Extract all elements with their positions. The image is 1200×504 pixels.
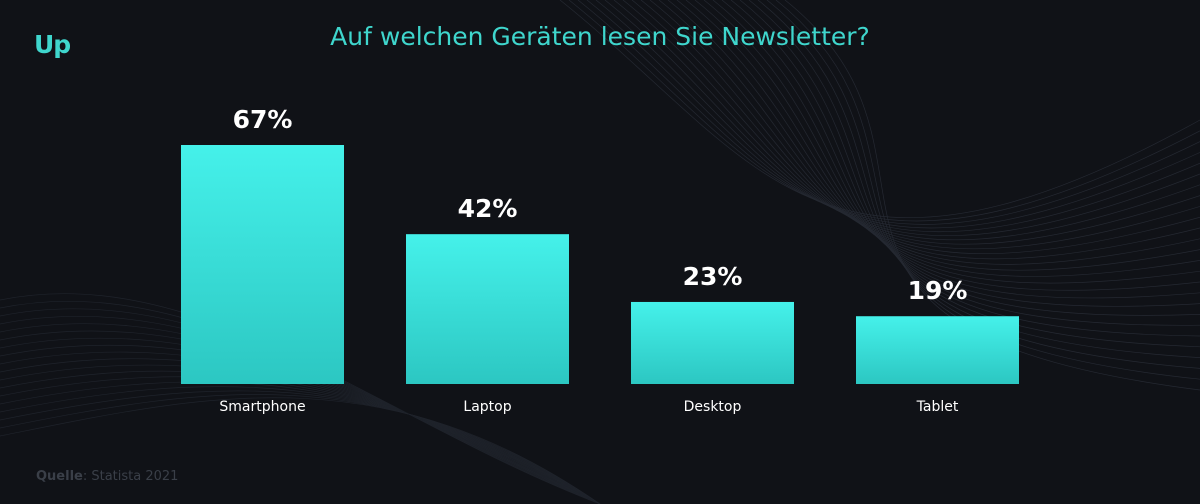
background-wave-line [640, 0, 1200, 255]
background-wave-line [748, 0, 1200, 348]
background-wave-line [721, 0, 1200, 316]
background-wave-line [0, 376, 601, 504]
source-note: Quelle: Statista 2021 [36, 469, 178, 484]
category-label: Tablet [916, 399, 959, 415]
background-wave-line [685, 0, 1200, 284]
bar-desktop [631, 301, 794, 384]
background-wave-line [586, 0, 1200, 229]
source-label: Quelle [36, 469, 83, 484]
value-label: 19% [908, 276, 968, 305]
chart-title: Auf welchen Geräten lesen Sie Newsletter… [330, 22, 870, 51]
background-wave-line [622, 0, 1200, 245]
background-wave-line [667, 0, 1200, 271]
background-wave-line [604, 0, 1200, 236]
value-label: 23% [683, 262, 743, 291]
background-wave-line [631, 0, 1200, 250]
background-wave-line [694, 0, 1200, 291]
background-wave-line [775, 0, 1200, 380]
background-wave-line [676, 0, 1200, 277]
background-wave-line [730, 0, 1200, 326]
background-wave-line [739, 0, 1200, 337]
background-wave-line [0, 386, 601, 504]
background-wave-line [577, 0, 1200, 225]
background-wave-line [649, 0, 1200, 260]
background-wave-line [0, 394, 601, 504]
background-wave-line [0, 381, 601, 504]
category-label: Smartphone [219, 399, 305, 415]
bar-tablet [856, 316, 1019, 384]
background-wave-line [0, 397, 601, 504]
source-text: : Statista 2021 [82, 469, 179, 484]
category-label: Desktop [684, 399, 742, 415]
background-wave-line [613, 0, 1200, 241]
category-label: Laptop [463, 399, 511, 415]
up-logo: Up [34, 30, 71, 59]
background-wave-line [0, 390, 601, 504]
background-wave-line [595, 0, 1200, 233]
value-label: 67% [233, 105, 293, 134]
bar-laptop [406, 234, 569, 384]
value-label: 42% [458, 194, 518, 223]
background-wave-line [784, 0, 1200, 391]
bar-smartphone [181, 145, 344, 384]
background-wave-line [658, 0, 1200, 265]
background-wave-line [766, 0, 1200, 369]
background-wave-line [712, 0, 1200, 307]
background-wave-line [757, 0, 1200, 358]
background-wave-line [703, 0, 1200, 299]
